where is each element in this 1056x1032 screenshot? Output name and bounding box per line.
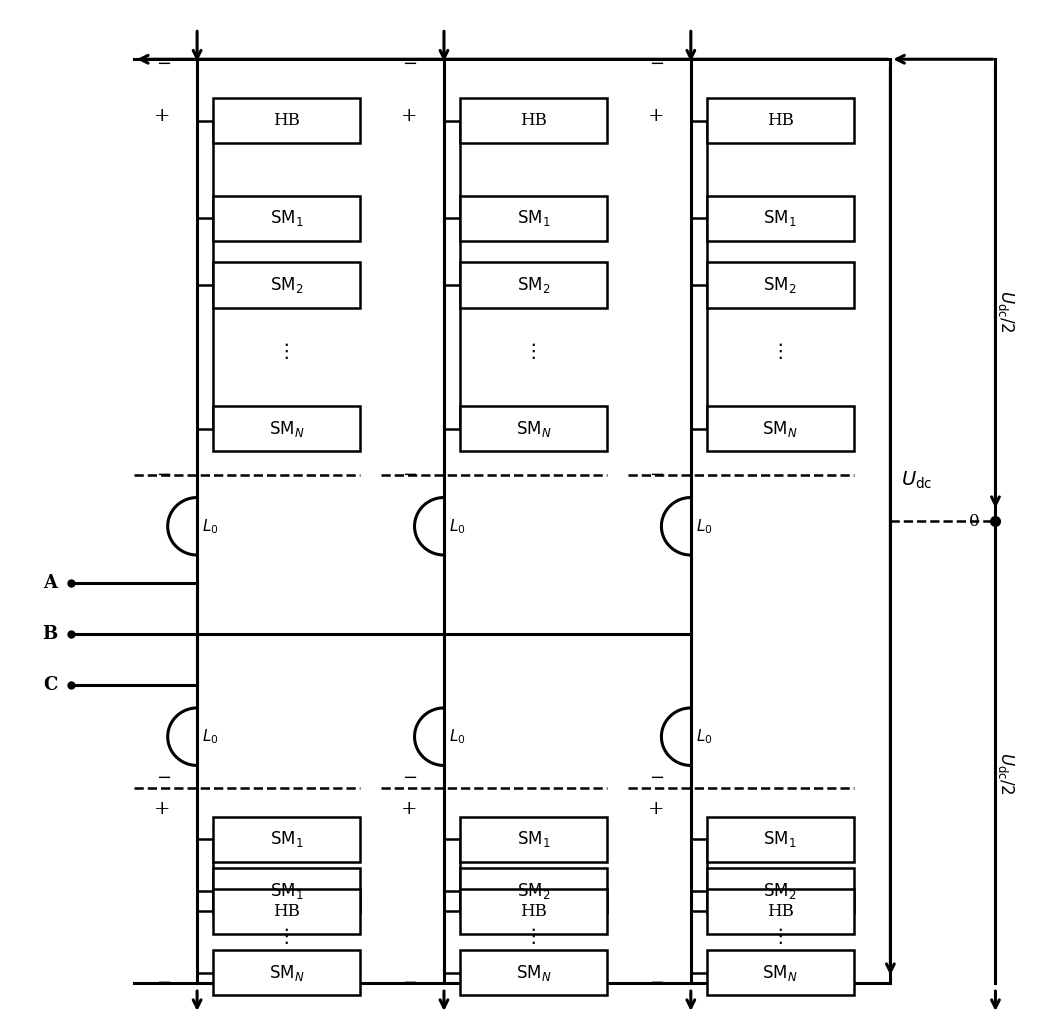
Text: $\mathrm{SM}_{1}$: $\mathrm{SM}_{1}$ xyxy=(763,830,797,849)
Text: −: − xyxy=(155,56,171,73)
Text: −: − xyxy=(649,56,664,73)
Bar xyxy=(706,262,853,308)
Text: $U_{\rm dc}/2$: $U_{\rm dc}/2$ xyxy=(996,290,1016,332)
Text: −: − xyxy=(155,465,171,484)
Bar xyxy=(213,950,360,995)
Text: $L_0$: $L_0$ xyxy=(449,728,466,746)
Text: $\mathrm{SM}_{N}$: $\mathrm{SM}_{N}$ xyxy=(515,963,551,982)
Text: $\mathrm{SM}_{2}$: $\mathrm{SM}_{2}$ xyxy=(763,880,797,901)
Text: −: − xyxy=(155,974,171,992)
Bar xyxy=(706,196,853,240)
Bar xyxy=(459,889,607,934)
Text: −: − xyxy=(402,974,418,992)
Text: ⋮: ⋮ xyxy=(771,343,790,361)
Text: −: − xyxy=(402,465,418,484)
Bar xyxy=(213,98,360,143)
Text: $L_0$: $L_0$ xyxy=(203,728,219,746)
Bar xyxy=(213,262,360,308)
Text: HB: HB xyxy=(520,112,547,129)
Text: $\mathrm{SM}_{2}$: $\mathrm{SM}_{2}$ xyxy=(516,276,550,295)
Bar xyxy=(459,407,607,451)
Text: $\mathrm{SM}_{N}$: $\mathrm{SM}_{N}$ xyxy=(515,419,551,439)
Text: $L_0$: $L_0$ xyxy=(449,517,466,536)
Text: ⋮: ⋮ xyxy=(277,928,296,946)
Text: +: + xyxy=(401,800,418,817)
Text: −: − xyxy=(649,974,664,992)
Text: −: − xyxy=(402,56,418,73)
Text: ⋮: ⋮ xyxy=(277,343,296,361)
Text: HB: HB xyxy=(520,903,547,920)
Bar xyxy=(213,407,360,451)
Text: $U_{\rm dc}/2$: $U_{\rm dc}/2$ xyxy=(996,752,1016,795)
Text: +: + xyxy=(648,106,664,125)
Text: $\mathrm{SM}_{1}$: $\mathrm{SM}_{1}$ xyxy=(269,880,303,901)
Text: −: − xyxy=(649,465,664,484)
Text: HB: HB xyxy=(272,903,300,920)
Bar xyxy=(706,98,853,143)
Text: $\mathrm{SM}_{2}$: $\mathrm{SM}_{2}$ xyxy=(763,276,797,295)
Text: $\mathrm{SM}_{2}$: $\mathrm{SM}_{2}$ xyxy=(516,880,550,901)
Text: $U_{\rm dc}$: $U_{\rm dc}$ xyxy=(901,470,932,491)
Text: $\mathrm{SM}_{1}$: $\mathrm{SM}_{1}$ xyxy=(516,830,550,849)
Bar xyxy=(213,868,360,913)
Text: 0: 0 xyxy=(969,513,980,529)
Text: +: + xyxy=(648,800,664,817)
Text: +: + xyxy=(154,800,171,817)
Text: $\mathrm{SM}_{1}$: $\mathrm{SM}_{1}$ xyxy=(516,208,550,228)
Text: $L_0$: $L_0$ xyxy=(696,517,713,536)
Text: $\mathrm{SM}_{N}$: $\mathrm{SM}_{N}$ xyxy=(268,419,304,439)
Text: ⋮: ⋮ xyxy=(524,343,543,361)
Text: $\mathrm{SM}_{N}$: $\mathrm{SM}_{N}$ xyxy=(762,419,798,439)
Bar xyxy=(459,950,607,995)
Bar xyxy=(706,868,853,913)
Text: C: C xyxy=(43,676,57,695)
Text: −: − xyxy=(155,769,171,786)
Bar xyxy=(459,816,607,862)
Bar xyxy=(706,816,853,862)
Bar xyxy=(706,889,853,934)
Text: +: + xyxy=(154,106,171,125)
Text: $\mathrm{SM}_{1}$: $\mathrm{SM}_{1}$ xyxy=(269,830,303,849)
Bar xyxy=(459,98,607,143)
Text: HB: HB xyxy=(272,112,300,129)
Text: ⋮: ⋮ xyxy=(771,928,790,946)
Bar xyxy=(213,889,360,934)
Text: B: B xyxy=(42,625,58,643)
Text: $L_0$: $L_0$ xyxy=(203,517,219,536)
Bar xyxy=(459,196,607,240)
Bar xyxy=(706,950,853,995)
Text: $\mathrm{SM}_{1}$: $\mathrm{SM}_{1}$ xyxy=(269,208,303,228)
Bar xyxy=(213,196,360,240)
Text: −: − xyxy=(649,769,664,786)
Text: $\mathrm{SM}_{1}$: $\mathrm{SM}_{1}$ xyxy=(763,208,797,228)
Text: $\mathrm{SM}_{N}$: $\mathrm{SM}_{N}$ xyxy=(268,963,304,982)
Text: HB: HB xyxy=(767,903,793,920)
Text: +: + xyxy=(401,106,418,125)
Text: ⋮: ⋮ xyxy=(524,928,543,946)
Bar xyxy=(459,262,607,308)
Text: A: A xyxy=(43,574,57,591)
Text: $\mathrm{SM}_{N}$: $\mathrm{SM}_{N}$ xyxy=(762,963,798,982)
Text: $\mathrm{SM}_{2}$: $\mathrm{SM}_{2}$ xyxy=(269,276,303,295)
Bar xyxy=(459,868,607,913)
Text: −: − xyxy=(402,769,418,786)
Text: $L_0$: $L_0$ xyxy=(696,728,713,746)
Bar xyxy=(213,816,360,862)
Bar xyxy=(706,407,853,451)
Text: HB: HB xyxy=(767,112,793,129)
